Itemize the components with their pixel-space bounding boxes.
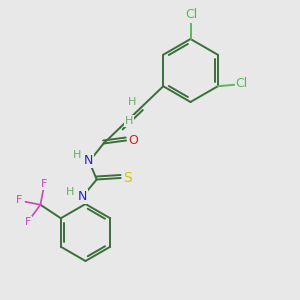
- Text: F: F: [16, 195, 22, 205]
- Text: Cl: Cl: [185, 8, 197, 22]
- Text: N: N: [84, 154, 93, 167]
- Text: F: F: [41, 179, 47, 189]
- Text: H: H: [66, 187, 74, 197]
- Text: H: H: [128, 97, 136, 107]
- Text: Cl: Cl: [236, 77, 248, 90]
- Text: H: H: [73, 151, 81, 160]
- Text: O: O: [128, 134, 138, 147]
- Text: N: N: [78, 190, 87, 203]
- Text: H: H: [125, 116, 133, 126]
- Text: F: F: [25, 217, 32, 226]
- Text: S: S: [123, 171, 132, 185]
